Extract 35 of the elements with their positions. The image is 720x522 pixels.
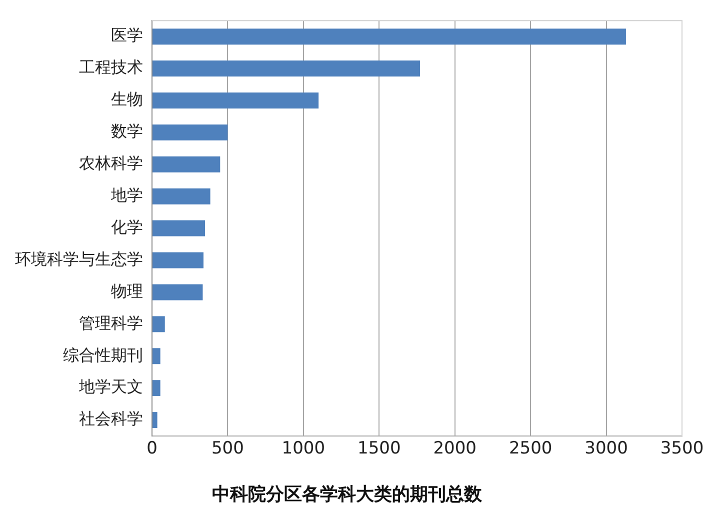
bar	[152, 124, 228, 140]
x-tick-label: 3000	[584, 438, 628, 459]
y-tick-label: 管理科学	[79, 313, 143, 332]
y-tick-label: 地学	[110, 186, 143, 204]
bar	[152, 28, 626, 45]
bar	[152, 316, 165, 332]
y-tick-label: 数学	[111, 122, 143, 141]
y-tick-label: 生物	[111, 90, 143, 109]
y-tick-label: 医学	[111, 26, 143, 45]
x-tick-label: 1500	[358, 438, 401, 459]
x-tick-label: 2000	[433, 438, 476, 459]
x-tick-label: 0	[146, 438, 158, 459]
bar	[152, 348, 160, 364]
x-tick-label: 3500	[660, 438, 704, 459]
y-tick-label: 农林科学	[79, 154, 143, 173]
y-tick-label: 社会科学	[79, 409, 143, 428]
bar	[152, 412, 158, 428]
y-tick-label: 地学天文	[78, 377, 143, 396]
bar	[152, 188, 210, 204]
text: 中科院分区各学科大类的期刊总数	[212, 484, 483, 505]
y-tick-label: 物理	[111, 281, 143, 300]
x-tick-label: 500	[211, 438, 244, 459]
bar	[152, 60, 420, 77]
x-tick-label: 2500	[508, 438, 552, 459]
bar	[152, 156, 220, 172]
bar	[152, 92, 319, 108]
bar	[152, 252, 204, 268]
bar	[152, 380, 160, 396]
y-tick-label: 环境科学与生态学	[15, 249, 143, 268]
bar	[152, 284, 203, 300]
y-tick-label: 工程技术	[79, 58, 143, 77]
y-tick-label: 综合性期刊	[63, 345, 143, 364]
x-tick-label: 1000	[282, 438, 326, 459]
bar	[152, 220, 205, 236]
y-tick-label: 化学	[111, 217, 143, 236]
